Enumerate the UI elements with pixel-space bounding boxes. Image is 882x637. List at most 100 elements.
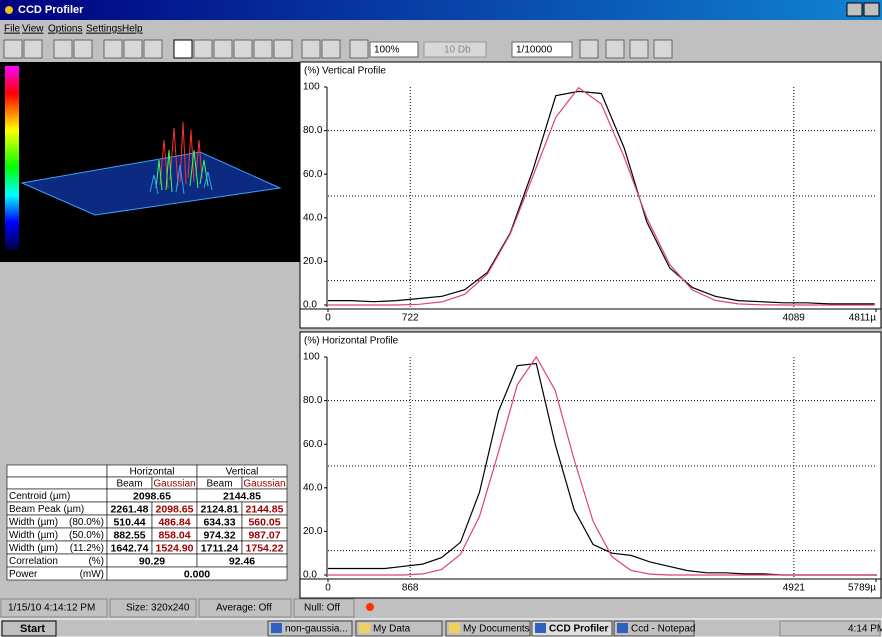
y-tick-label: 0.0 <box>303 300 317 311</box>
cell-value: 2098.65 <box>133 490 171 502</box>
tool-button[interactable] <box>174 40 192 58</box>
plot-title: Vertical Profile <box>322 66 386 77</box>
status-text: 1/15/10 4:14:12 PM <box>8 603 95 614</box>
screen: CCD Profiler 100% 10 Db 1/10000 <box>0 0 882 637</box>
row-qualifier: (mW) <box>80 569 104 580</box>
y-tick-label: 80.0 <box>303 125 323 136</box>
tool-button[interactable] <box>606 40 624 58</box>
window-title: CCD Profiler <box>18 4 84 16</box>
x-tick-label: 0 <box>325 583 331 594</box>
tool-button[interactable] <box>104 40 122 58</box>
tool-button[interactable] <box>74 40 92 58</box>
tool-button[interactable] <box>4 40 22 58</box>
y-tick-label: 20.0 <box>303 526 323 537</box>
tool-button[interactable] <box>350 40 368 58</box>
toolbar: 100% 10 Db 1/10000 <box>4 40 672 58</box>
sub-header: Beam <box>206 479 232 490</box>
x-tick-label: 722 <box>402 313 419 324</box>
y-tick-label: 60.0 <box>303 439 323 450</box>
task-icon <box>535 623 546 633</box>
row-qualifier: (%) <box>88 556 104 567</box>
row-label: Correlation <box>9 556 58 567</box>
start-label: Start <box>20 623 45 635</box>
beam-image <box>0 62 300 262</box>
y-axis-label: (%) <box>304 66 320 77</box>
task-label: Ccd - Notepad <box>631 624 695 635</box>
title-bar <box>0 0 882 20</box>
cell-value: 90.29 <box>139 555 165 567</box>
tool-button[interactable] <box>654 40 672 58</box>
cell-value: 858.04 <box>158 529 190 541</box>
tool-button[interactable] <box>214 40 232 58</box>
y-tick-label: 0.0 <box>303 570 317 581</box>
cell-value: 974.32 <box>203 529 235 541</box>
menu-item[interactable]: View <box>22 24 44 35</box>
plot-title: Horizontal Profile <box>322 336 399 347</box>
tool-button[interactable] <box>274 40 292 58</box>
app-icon <box>5 6 13 14</box>
x-tick-label: 5789µ <box>848 583 876 594</box>
row-qualifier: (80.0%) <box>69 517 104 528</box>
row-qualifier: (11.2%) <box>70 543 104 554</box>
cell-value: 882.55 <box>113 529 145 541</box>
cell-value: 2124.81 <box>201 503 239 515</box>
cell-value: 987.07 <box>248 529 280 541</box>
tool-button[interactable] <box>194 40 212 58</box>
tool-button[interactable] <box>322 40 340 58</box>
tool-button[interactable] <box>24 40 42 58</box>
table-cell <box>7 477 107 489</box>
status-text: Null: Off <box>304 603 340 614</box>
x-tick-label: 4089 <box>783 313 806 324</box>
cell-value: 510.44 <box>113 516 145 528</box>
cell-value: 92.46 <box>229 555 255 567</box>
cell-value: 634.33 <box>203 516 235 528</box>
zoom-value: 100% <box>374 45 400 56</box>
cell-value: 1524.90 <box>156 542 194 554</box>
x-tick-label: 868 <box>402 583 419 594</box>
y-tick-label: 40.0 <box>303 482 323 493</box>
y-tick-label: 80.0 <box>303 395 323 406</box>
task-label: CCD Profiler <box>549 624 609 635</box>
table-cell <box>7 465 107 477</box>
attenuation-value: 10 Db <box>444 45 471 56</box>
tool-button[interactable] <box>302 40 320 58</box>
tool-button[interactable] <box>580 40 598 58</box>
cell-value: 2144.85 <box>223 490 261 502</box>
menu-item[interactable]: Help <box>122 24 143 35</box>
cell-value: 0.000 <box>184 568 210 580</box>
menu-item[interactable]: Options <box>48 24 82 35</box>
task-label: My Documents <box>463 624 530 635</box>
status-text: Size: 320x240 <box>126 603 190 614</box>
x-tick-label: 4811µ <box>849 313 877 324</box>
sub-header: Gaussian <box>243 479 285 490</box>
row-label: Centroid (µm) <box>9 491 70 502</box>
y-tick-label: 60.0 <box>303 169 323 180</box>
y-tick-label: 40.0 <box>303 212 323 223</box>
task-label: My Data <box>373 624 411 635</box>
exposure-value: 1/10000 <box>516 45 553 56</box>
menu-item[interactable]: Settings <box>86 24 122 35</box>
row-label: Beam Peak (µm) <box>9 504 84 515</box>
tool-button[interactable] <box>254 40 272 58</box>
cell-value: 2098.65 <box>156 503 194 515</box>
tool-button[interactable] <box>234 40 252 58</box>
y-tick-label: 100 <box>303 352 320 363</box>
task-icon <box>449 623 460 633</box>
tool-button[interactable] <box>54 40 72 58</box>
color-scale <box>5 66 19 250</box>
y-tick-label: 20.0 <box>303 256 323 267</box>
tool-button[interactable] <box>630 40 648 58</box>
status-text: Average: Off <box>216 603 272 614</box>
minimize-button[interactable] <box>847 3 862 16</box>
group-header: Vertical <box>226 467 259 478</box>
tool-button[interactable] <box>144 40 162 58</box>
maximize-button[interactable] <box>864 3 879 16</box>
menu-item[interactable]: File <box>4 24 21 35</box>
y-axis-label: (%) <box>304 336 320 347</box>
task-icon <box>359 623 370 633</box>
cell-value: 1711.24 <box>201 542 239 554</box>
tool-button[interactable] <box>124 40 142 58</box>
cell-value: 486.84 <box>158 516 190 528</box>
x-tick-label: 0 <box>325 313 331 324</box>
row-qualifier: (50.0%) <box>69 530 104 541</box>
